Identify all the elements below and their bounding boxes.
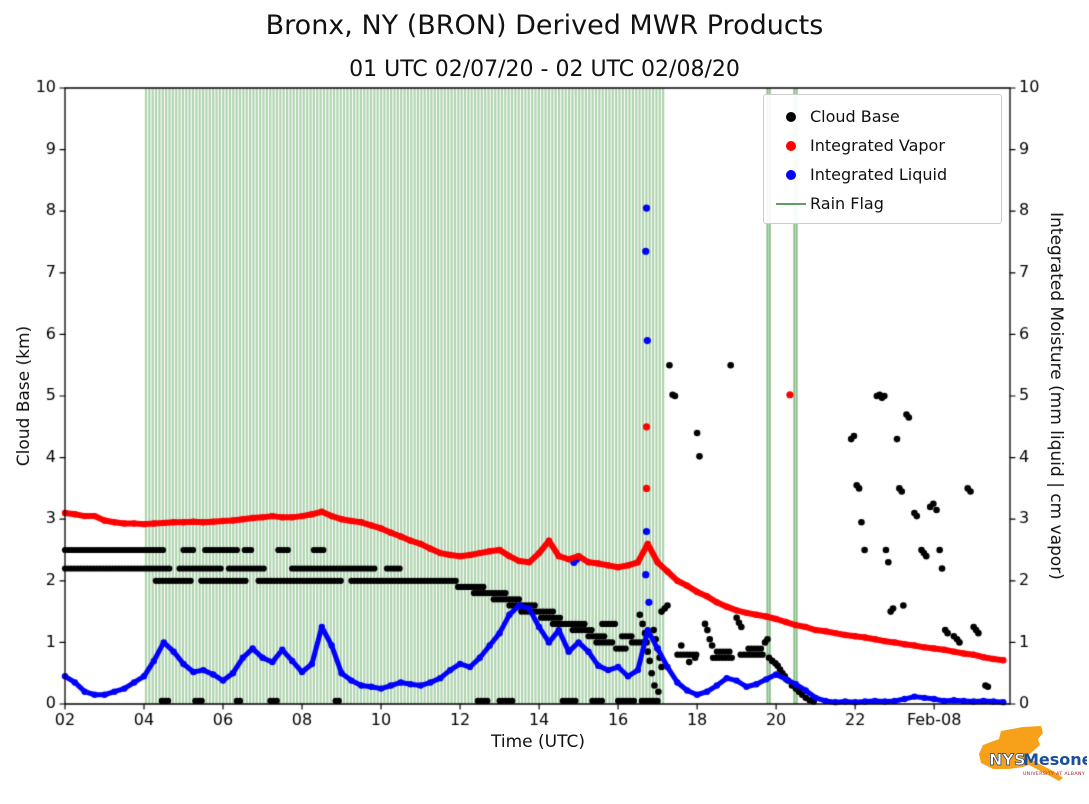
legend: Cloud Base Integrated Vapor Integrated L… <box>763 94 1002 224</box>
y-axis-label-left: Cloud Base (km) <box>14 325 34 467</box>
legend-label: Cloud Base <box>810 107 900 126</box>
legend-label: Integrated Liquid <box>810 165 948 184</box>
logo-text-nys: NYS <box>989 750 1026 769</box>
legend-item-rain-flag: Rain Flag <box>772 191 989 216</box>
logo-text-mesonet: Mesonet <box>1023 750 1087 769</box>
legend-item-integrated-liquid: Integrated Liquid <box>772 162 989 187</box>
legend-label: Rain Flag <box>810 194 884 213</box>
rain-flag-line-icon <box>776 202 806 205</box>
legend-item-cloud-base: Cloud Base <box>772 104 989 129</box>
legend-item-integrated-vapor: Integrated Vapor <box>772 133 989 158</box>
nys-mesonet-logo: NYS Mesonet UNIVERSITY AT ALBANY <box>979 726 1087 781</box>
ny-state-shape-icon <box>979 726 1063 781</box>
integrated-liquid-dot-icon <box>786 169 796 180</box>
chart-title: Bronx, NY (BRON) Derived MWR Products <box>265 10 824 41</box>
logo-subtext: UNIVERSITY AT ALBANY <box>1023 771 1085 777</box>
y-axis-label-right: Integrated Moisture (mm liquid | cm vapo… <box>1046 212 1066 580</box>
x-axis-label: Time (UTC) <box>491 732 585 752</box>
legend-label: Integrated Vapor <box>810 136 945 155</box>
chart-subtitle: 01 UTC 02/07/20 - 02 UTC 02/08/20 <box>349 57 740 82</box>
cloud-base-dot-icon <box>786 111 796 122</box>
integrated-vapor-dot-icon <box>786 140 796 151</box>
